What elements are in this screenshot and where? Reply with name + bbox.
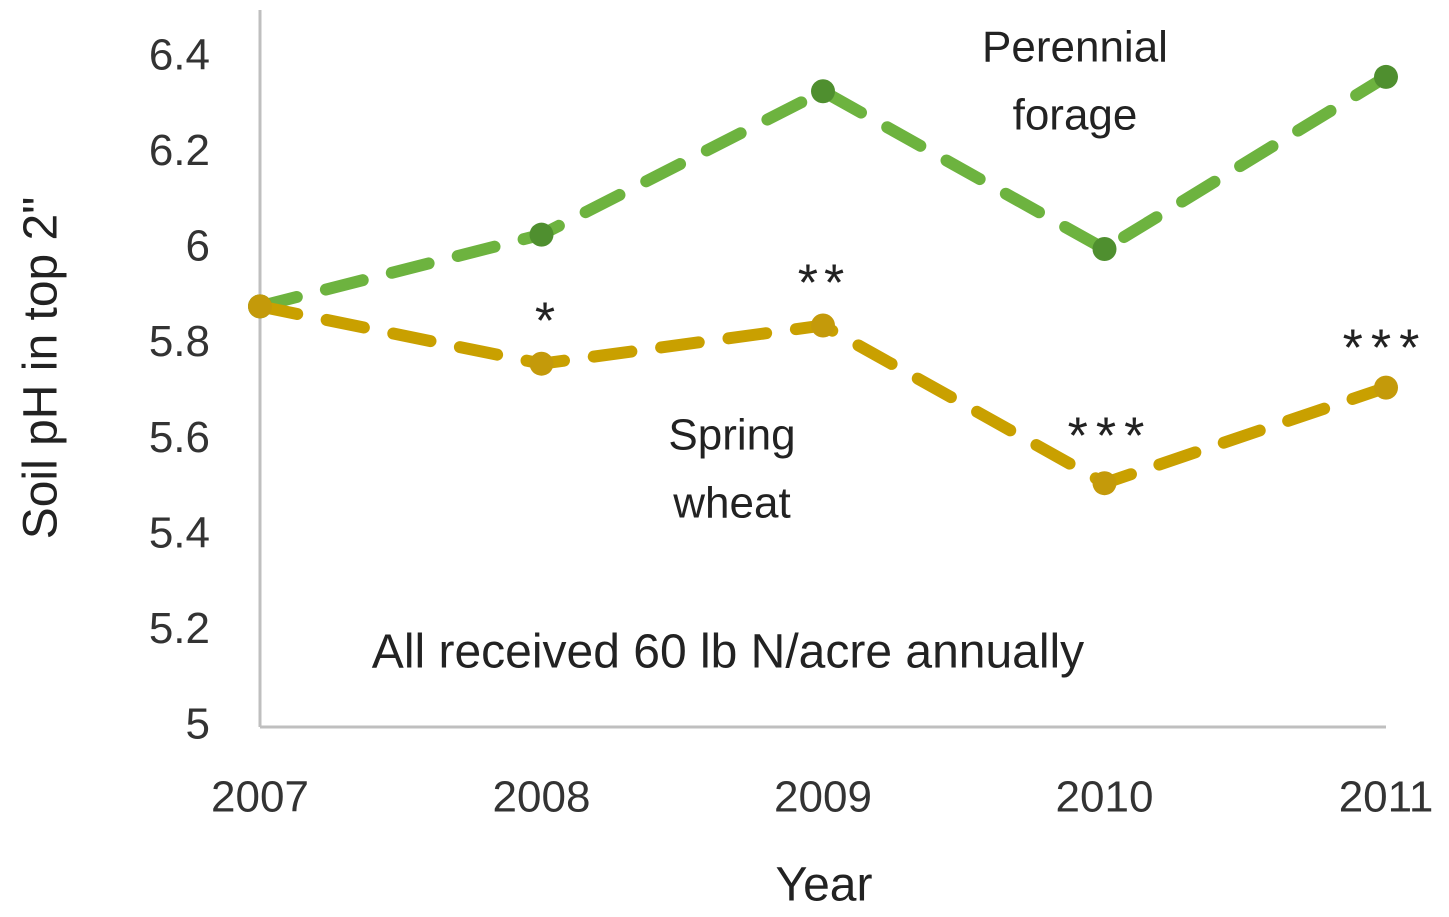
- x-tick-label: 2007: [211, 773, 309, 822]
- y-tick-label: 5.2: [149, 604, 210, 653]
- annotation: forage: [1013, 91, 1138, 140]
- y-tick-label: 6: [186, 222, 210, 271]
- series-marker: [529, 222, 554, 247]
- series-marker: [1092, 471, 1117, 496]
- annotation: Perennial: [982, 23, 1168, 72]
- series-marker: [1374, 64, 1398, 89]
- annotation: ***: [1068, 408, 1153, 466]
- annotation: *: [535, 293, 555, 351]
- y-tick-label: 5.4: [149, 508, 210, 557]
- annotation: wheat: [672, 479, 790, 528]
- x-tick-label: 2010: [1056, 773, 1154, 822]
- y-tick-label: 5.6: [149, 413, 210, 462]
- y-tick-label: 6.4: [149, 30, 210, 79]
- series-marker: [1092, 237, 1117, 261]
- annotation: Spring: [668, 411, 795, 460]
- y-axis-label: Soil pH in top 2": [15, 197, 68, 540]
- x-tick-label: 2008: [493, 773, 591, 822]
- series-marker: [1374, 375, 1398, 400]
- x-tick-label: 2009: [774, 773, 872, 822]
- series-marker: [529, 351, 554, 376]
- annotation: ***: [1343, 320, 1428, 378]
- series-marker: [811, 79, 835, 104]
- y-tick-label: 5.8: [149, 317, 210, 366]
- annotation: **: [798, 255, 850, 313]
- x-tick-label: 2011: [1339, 773, 1434, 822]
- y-tick-label: 5: [186, 700, 210, 749]
- x-axis-label: Year: [776, 859, 873, 912]
- y-tick-label: 6.2: [149, 126, 210, 175]
- series-marker: [248, 294, 272, 319]
- annotation: All received 60 lb N/acre annually: [372, 626, 1084, 679]
- series-marker: [811, 313, 835, 338]
